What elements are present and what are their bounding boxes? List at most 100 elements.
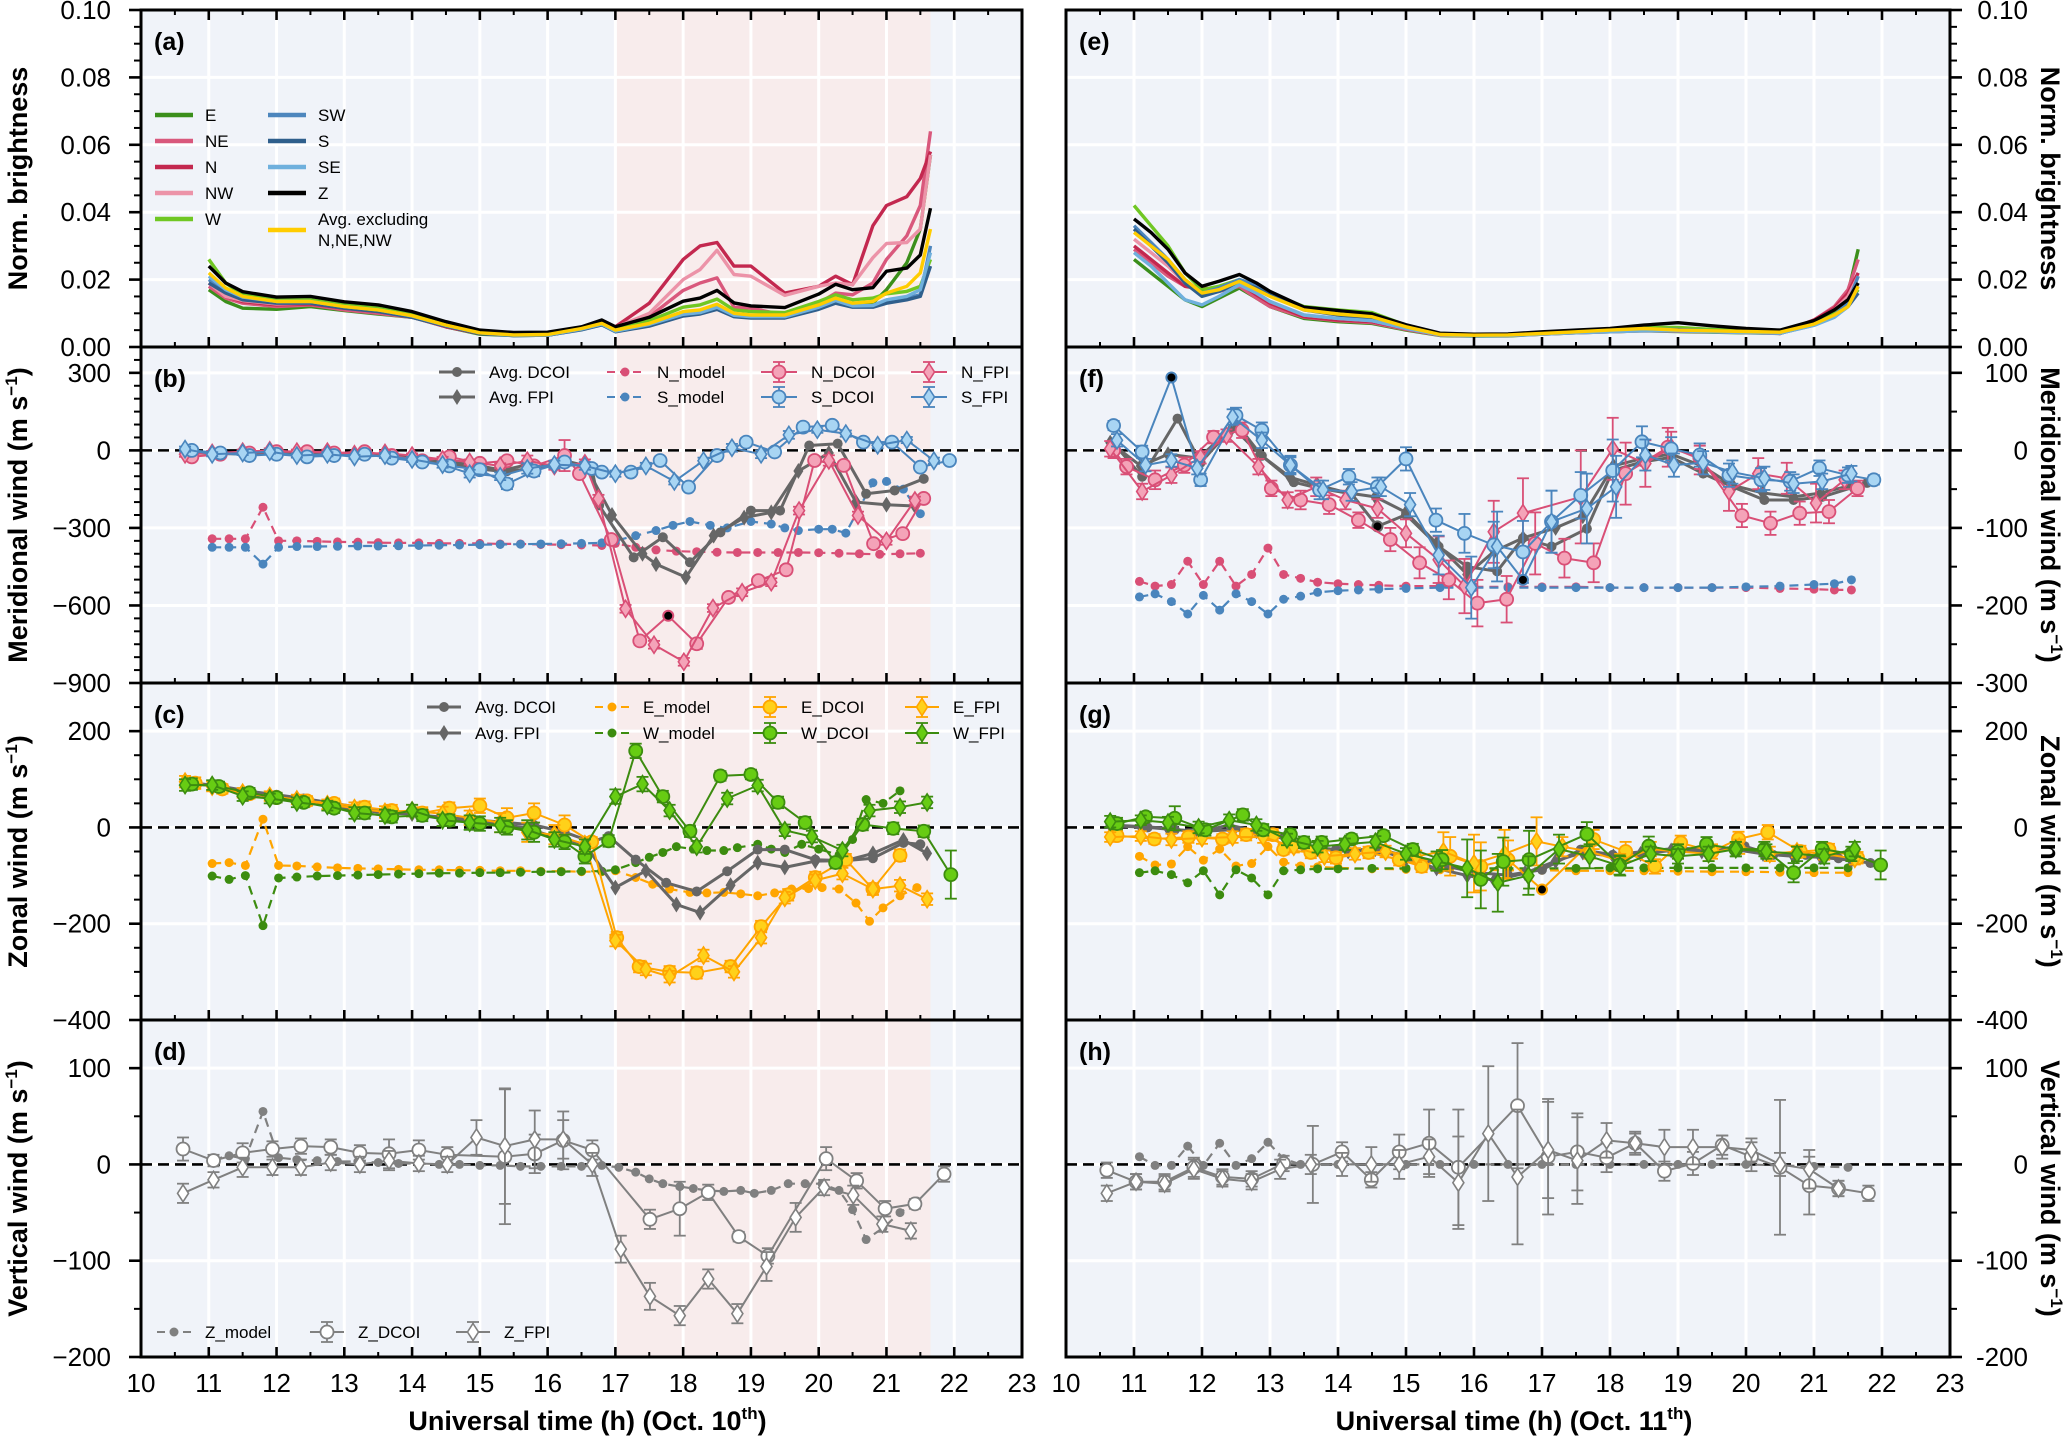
legend-label: Z_DCOI bbox=[358, 1323, 420, 1342]
legend-item-w: W bbox=[155, 210, 221, 229]
model-point bbox=[536, 1161, 546, 1171]
model-point bbox=[536, 867, 546, 877]
fpi-point bbox=[547, 454, 561, 475]
dcoi-point bbox=[1181, 829, 1196, 845]
model-point bbox=[719, 1186, 729, 1196]
avg-dcoi-point bbox=[889, 485, 900, 496]
avg-fpi-point bbox=[708, 527, 719, 544]
x-axis-label-main: Universal time (h) (Oct. 11 bbox=[1336, 1406, 1668, 1436]
fpi-point bbox=[1545, 511, 1558, 532]
fpi-point bbox=[405, 449, 419, 470]
dcoi-point bbox=[1470, 595, 1485, 611]
fpi-point bbox=[846, 1185, 860, 1206]
dcoi-point bbox=[942, 453, 957, 468]
avg-fpi-point bbox=[610, 879, 621, 896]
fpi-point bbox=[893, 797, 907, 818]
dcoi-point bbox=[1414, 859, 1430, 874]
series-avg-excluding-n-ne-nw bbox=[207, 228, 933, 337]
y-axis-ticks bbox=[129, 346, 141, 685]
fpi-point bbox=[463, 812, 477, 833]
avg-fpi-point bbox=[898, 831, 909, 848]
legend-label: S_DCOI bbox=[811, 388, 874, 407]
dcoi-point bbox=[642, 1211, 658, 1227]
model-point bbox=[1571, 583, 1581, 593]
model-point bbox=[414, 540, 424, 550]
y-axis-label-tail: ) bbox=[3, 735, 33, 744]
model-point bbox=[702, 846, 712, 856]
model-point bbox=[1435, 583, 1445, 593]
fpi-point bbox=[1283, 455, 1297, 476]
model-point bbox=[651, 545, 661, 555]
legend-label: SW bbox=[318, 106, 345, 125]
model-point bbox=[1183, 609, 1193, 619]
flagged-point bbox=[662, 609, 675, 622]
y-axis-label-superscript: −1 bbox=[2047, 634, 2066, 653]
model-point bbox=[312, 542, 322, 552]
fpi-point bbox=[1521, 865, 1535, 886]
fpi-point bbox=[920, 792, 934, 813]
model-point bbox=[895, 549, 905, 559]
model-point bbox=[258, 502, 268, 512]
fpi-point bbox=[1580, 498, 1594, 519]
model-point bbox=[631, 531, 641, 541]
fpi-point bbox=[493, 466, 507, 487]
y-axis-label-main: Vertical wind (m s bbox=[3, 1089, 33, 1317]
legend: E NE N NW W SW S SE Z Avg. excluding N,NE,NW bbox=[155, 106, 428, 250]
fpi-point bbox=[1530, 831, 1544, 852]
dcoi-point bbox=[1321, 497, 1337, 513]
legend-item-w-dcoi: W_DCOI bbox=[753, 722, 869, 744]
model-point bbox=[1829, 579, 1839, 589]
fpi-point bbox=[528, 1129, 542, 1150]
avg-fpi-point bbox=[725, 877, 736, 894]
panel-label: (c) bbox=[154, 701, 185, 729]
series-z-fpi bbox=[176, 1087, 918, 1327]
model-point bbox=[780, 523, 790, 533]
model-point bbox=[394, 869, 404, 879]
y-tick-label: −200 bbox=[52, 1342, 111, 1372]
model-point bbox=[783, 1179, 793, 1189]
dcoi-point bbox=[1657, 1163, 1672, 1179]
model-point bbox=[766, 1185, 776, 1195]
y-axis-label-tail: ) bbox=[2035, 959, 2065, 968]
dcoi-point bbox=[1861, 1185, 1876, 1201]
dcoi-point bbox=[689, 965, 705, 981]
model-point bbox=[851, 898, 861, 908]
dcoi-point bbox=[1515, 544, 1531, 560]
model-point bbox=[1353, 585, 1363, 595]
series-w-fpi bbox=[178, 774, 934, 861]
y-tick-label: 0.02 bbox=[60, 265, 111, 295]
dcoi-point bbox=[1760, 824, 1776, 840]
avg-dcoi-point bbox=[439, 702, 449, 712]
fpi-point bbox=[578, 836, 592, 857]
fpi-point bbox=[1348, 843, 1362, 864]
dcoi-point bbox=[1763, 515, 1778, 531]
model-point bbox=[577, 538, 586, 548]
fpi-point bbox=[727, 961, 741, 982]
fpi-point bbox=[782, 424, 796, 445]
dcoi-point bbox=[1263, 480, 1279, 496]
dcoi-point bbox=[1412, 555, 1427, 571]
x-tick-label: 23 bbox=[1008, 1368, 1037, 1398]
fpi-point bbox=[1570, 1150, 1584, 1171]
model-point bbox=[1183, 556, 1193, 566]
fpi-point bbox=[520, 458, 534, 479]
fpi-point bbox=[880, 530, 893, 551]
fpi-point bbox=[1164, 465, 1178, 486]
fpi-point bbox=[1134, 810, 1148, 831]
dcoi-point bbox=[866, 536, 881, 552]
model-point bbox=[353, 863, 363, 873]
dcoi-point bbox=[1618, 466, 1634, 482]
fpi-point bbox=[1491, 872, 1505, 893]
panel-a: 0.00 0.02 0.04 0.06 0.08 0.10 (a) Norm. brightn… bbox=[3, 0, 1024, 362]
model-point bbox=[1134, 868, 1144, 878]
model-point bbox=[1150, 866, 1160, 876]
dcoi-point bbox=[672, 1201, 688, 1217]
model-point bbox=[1435, 1159, 1445, 1169]
fpi-point bbox=[893, 875, 907, 896]
x-tick-label: 18 bbox=[1596, 1368, 1625, 1398]
y-axis-label-main: Zonal wind (m s bbox=[2035, 735, 2065, 939]
fpi-point bbox=[412, 1153, 426, 1174]
series-line bbox=[1139, 866, 1848, 896]
avg-dcoi-point bbox=[628, 552, 639, 563]
avg-dcoi-point bbox=[691, 886, 702, 897]
